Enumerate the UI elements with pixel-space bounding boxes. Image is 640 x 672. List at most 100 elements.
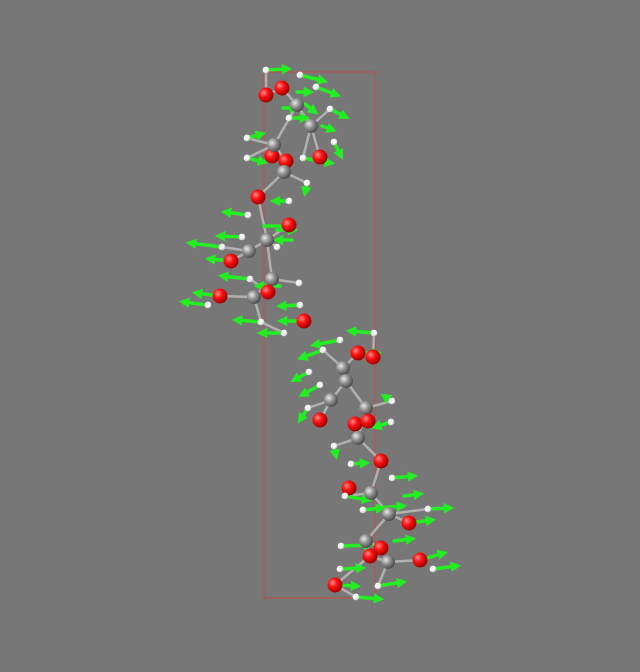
hydrogen-atom — [246, 275, 254, 283]
hydrogen-atom — [262, 66, 270, 74]
hydrogen-atom — [388, 397, 396, 405]
hydrogen-atom — [424, 505, 432, 513]
hydrogen-atom — [305, 368, 313, 376]
oxygen-atom — [258, 87, 274, 103]
oxygen-atom — [350, 345, 366, 361]
carbon-atom — [324, 393, 338, 407]
force-vector-arrow — [426, 503, 455, 514]
oxygen-atom — [296, 313, 312, 329]
force-vector-arrow — [178, 297, 210, 308]
hydrogen-atom — [243, 154, 251, 162]
oxygen-atom — [281, 217, 297, 233]
carbon-atom — [277, 165, 291, 179]
carbon-atom — [359, 401, 373, 415]
oxygen-atom — [373, 540, 389, 556]
force-vector-arrow — [314, 85, 341, 98]
hydrogen-atom — [218, 243, 226, 251]
hydrogen-atom — [330, 138, 338, 146]
hydrogen-atom — [303, 179, 311, 187]
force-vector-arrow — [231, 315, 263, 326]
carbon-atom — [336, 361, 350, 375]
carbon-atom — [382, 507, 396, 521]
hydrogen-atom — [359, 506, 367, 514]
force-vector-arrow — [297, 348, 325, 361]
hydrogen-atom — [388, 474, 396, 482]
hydrogen-atom — [238, 233, 246, 241]
force-vector-arrow — [338, 563, 367, 574]
oxygen-atom — [223, 253, 239, 269]
bond — [259, 320, 286, 335]
carbon-atom — [381, 555, 395, 569]
force-vector-arrow — [376, 501, 408, 512]
hydrogen-atom — [280, 329, 288, 337]
force-vector-arrow — [214, 231, 244, 242]
carbon-atom — [339, 374, 353, 388]
hydrogen-atom — [244, 211, 252, 219]
oxygen-atom — [264, 148, 280, 164]
oxygen-atom — [327, 577, 343, 593]
hydrogen-atom — [370, 329, 378, 337]
hydrogen-atom — [304, 404, 312, 412]
hydrogen-atom — [285, 197, 293, 205]
hydrogen-atom — [285, 114, 293, 122]
hydrogen-atom — [326, 105, 334, 113]
oxygen-atom — [360, 413, 376, 429]
hydrogen-atom — [299, 154, 307, 162]
oxygen-atom — [260, 284, 276, 300]
force-vector-arrow — [354, 593, 385, 604]
hydrogen-atom — [352, 593, 360, 601]
hydrogen-atom — [296, 301, 304, 309]
force-vector-arrow — [376, 577, 408, 589]
hydrogen-atom — [330, 442, 338, 450]
oxygen-atom — [401, 515, 417, 531]
oxygen-atom — [312, 412, 328, 428]
hydrogen-atom — [296, 71, 304, 79]
oxygen-atom — [347, 416, 363, 432]
carbon-atom — [265, 272, 279, 286]
force-vector-arrow — [264, 64, 293, 75]
carbon-atom — [290, 98, 304, 112]
force-vector-arrow — [298, 73, 329, 85]
carbon-atom — [247, 290, 261, 304]
oxygen-atom — [274, 80, 290, 96]
hydrogen-atom — [273, 243, 281, 251]
bond — [333, 554, 372, 587]
hydrogen-atom — [204, 301, 212, 309]
force-vector-arrow — [298, 383, 322, 398]
force-vector-arrow — [309, 338, 342, 349]
oxygen-atom — [212, 288, 228, 304]
atom-group — [204, 66, 437, 601]
hydrogen-atom — [336, 336, 344, 344]
force-vector-arrow — [220, 207, 250, 219]
force-vector-arrow — [431, 561, 462, 572]
force-vector-arrow — [402, 489, 425, 500]
hydrogen-atom — [337, 542, 345, 550]
hydrogen-atom — [336, 565, 344, 573]
hydrogen-atom — [341, 492, 349, 500]
oxygen-atom — [278, 153, 294, 169]
force-vector-arrow — [185, 238, 224, 249]
oxygen-atom — [365, 349, 381, 365]
hydrogen-atom — [243, 134, 251, 142]
carbon-atom — [260, 233, 274, 247]
force-vector-arrow — [390, 471, 419, 482]
hydrogen-atom — [312, 83, 320, 91]
hydrogen-atom — [374, 582, 382, 590]
force-vector-arrow — [343, 493, 373, 505]
oxygen-atom — [312, 149, 328, 165]
force-vector-arrow — [392, 534, 417, 545]
hydrogen-atom — [347, 460, 355, 468]
hydrogen-atom — [429, 565, 437, 573]
hydrogen-atom — [295, 279, 303, 287]
oxygen-atom — [412, 552, 428, 568]
force-vector-arrow — [320, 122, 337, 133]
bond-group — [218, 68, 430, 599]
force-vector-arrow — [217, 271, 252, 282]
oxygen-atom — [250, 189, 266, 205]
force-vector-arrow — [345, 326, 376, 337]
carbon-atom — [267, 138, 281, 152]
carbon-atom — [359, 534, 373, 548]
hydrogen-atom — [319, 346, 327, 354]
